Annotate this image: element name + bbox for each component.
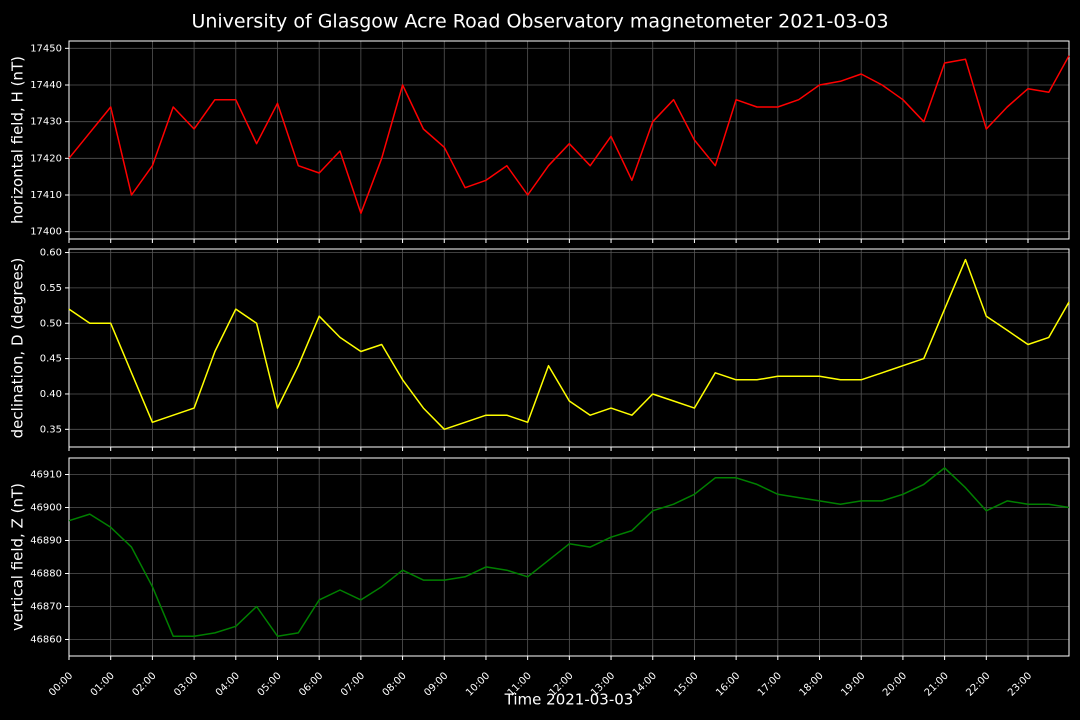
y-tick-label: 46870 xyxy=(30,602,62,613)
y-tick-label: 46900 xyxy=(30,503,62,514)
x-tick-label: 03:00 xyxy=(172,670,200,698)
y-tick-label: 0.55 xyxy=(40,283,62,294)
data-line xyxy=(68,55,1070,215)
y-tick-label: 17440 xyxy=(30,80,62,91)
x-tick-label: 07:00 xyxy=(339,670,367,698)
y-tick-label: 17410 xyxy=(30,190,62,201)
y-axis-label: vertical field, Z (nT) xyxy=(9,483,27,631)
y-tick-label: 0.60 xyxy=(40,248,62,259)
y-tick-label: 46860 xyxy=(30,635,62,646)
y-tick-label: 17400 xyxy=(30,227,62,238)
y-tick-label: 0.35 xyxy=(40,424,62,435)
y-tick-label: 46890 xyxy=(30,536,62,547)
x-tick-label: 20:00 xyxy=(881,670,909,698)
x-tick-label: 05:00 xyxy=(256,670,284,698)
x-tick-label: 14:00 xyxy=(631,670,659,698)
y-axis-label: horizontal field, H (nT) xyxy=(9,56,27,224)
x-tick-label: 15:00 xyxy=(673,670,701,698)
y-tick-label: 17420 xyxy=(30,153,62,164)
y-axis-label: declination, D (degrees) xyxy=(9,258,27,439)
x-tick-label: 08:00 xyxy=(381,670,409,698)
x-axis-label: Time 2021-03-03 xyxy=(504,691,634,709)
x-tick-label: 01:00 xyxy=(89,670,117,698)
chart-title: University of Glasgow Acre Road Observat… xyxy=(191,11,888,33)
x-tick-label: 06:00 xyxy=(297,670,325,698)
x-tick-label: 19:00 xyxy=(839,670,867,698)
plot-frame xyxy=(68,248,1070,448)
y-tick-label: 17450 xyxy=(30,43,62,54)
y-tick-label: 46880 xyxy=(30,569,62,580)
x-tick-label: 23:00 xyxy=(1006,670,1034,698)
data-line xyxy=(68,467,1070,637)
y-tick-label: 0.50 xyxy=(40,318,62,329)
x-tick-label: 10:00 xyxy=(464,670,492,698)
x-tick-label: 00:00 xyxy=(47,670,75,698)
plot-frame xyxy=(68,40,1070,240)
y-tick-label: 0.40 xyxy=(40,389,62,400)
data-line xyxy=(68,258,1070,431)
y-tick-label: 0.45 xyxy=(40,354,62,365)
x-tick-label: 22:00 xyxy=(964,670,992,698)
x-tick-label: 16:00 xyxy=(714,670,742,698)
x-tick-label: 02:00 xyxy=(130,670,158,698)
y-tick-label: 46910 xyxy=(30,470,62,481)
x-tick-label: 09:00 xyxy=(422,670,450,698)
x-tick-label: 21:00 xyxy=(923,670,951,698)
x-tick-label: 17:00 xyxy=(756,670,784,698)
plot-frame xyxy=(68,457,1070,657)
x-tick-label: 04:00 xyxy=(214,670,242,698)
y-tick-label: 17430 xyxy=(30,117,62,128)
x-tick-label: 18:00 xyxy=(798,670,826,698)
